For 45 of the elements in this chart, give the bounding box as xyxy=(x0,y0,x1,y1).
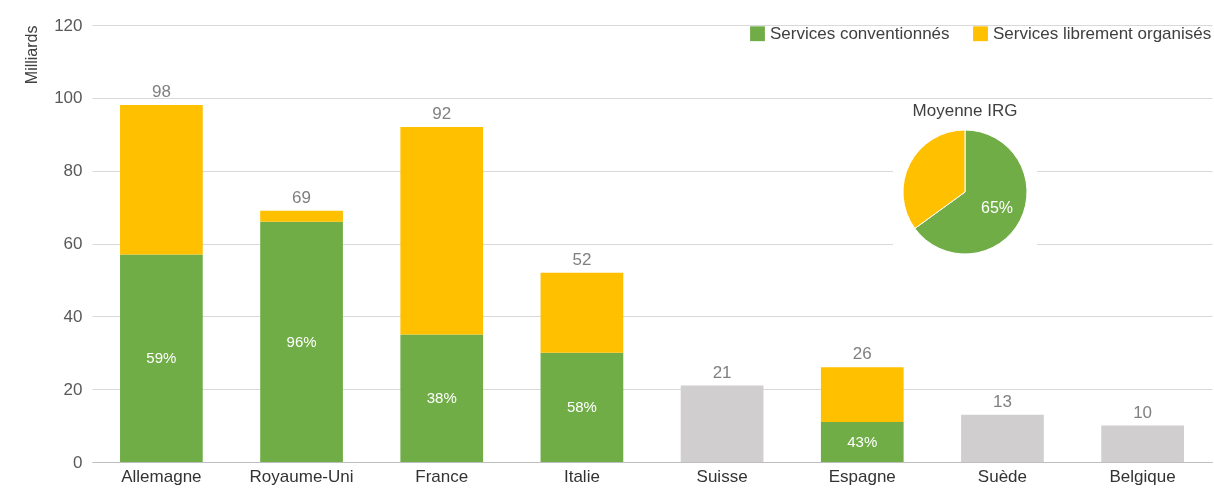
y-tick-label: 80 xyxy=(63,161,83,181)
x-tick-label: Allemagne xyxy=(121,466,202,486)
x-tick-label: Espagne xyxy=(828,466,896,486)
x-tick-label: Belgique xyxy=(1109,466,1176,486)
x-tick-label: Suisse xyxy=(696,466,748,486)
bar xyxy=(400,334,484,462)
annotation: 59% xyxy=(146,349,177,367)
bar xyxy=(540,352,624,462)
total-label: 92 xyxy=(432,103,452,123)
chart-title: Moyenne IRG xyxy=(912,101,1018,120)
bar xyxy=(961,414,1044,462)
total-label: 52 xyxy=(572,249,592,269)
bar xyxy=(820,421,904,462)
total-label: 26 xyxy=(852,344,872,364)
bar xyxy=(260,221,343,462)
total-label: 98 xyxy=(151,82,171,102)
annotation: 38% xyxy=(426,389,457,407)
bar xyxy=(820,367,904,422)
y-tick-label: 60 xyxy=(63,234,83,253)
bar xyxy=(120,254,203,462)
bar xyxy=(260,210,343,222)
total-label: 21 xyxy=(712,362,732,382)
x-tick-label: France xyxy=(415,466,469,486)
legend-label: Services librement organisés xyxy=(993,23,1212,43)
bar xyxy=(540,272,624,353)
total-label: 10 xyxy=(1133,402,1153,422)
y-tick-label: 20 xyxy=(63,379,83,399)
annotation: 43% xyxy=(847,432,878,450)
total-label: 69 xyxy=(292,187,312,207)
x-tick-label: Suède xyxy=(977,466,1028,486)
y-tick-label: 100 xyxy=(54,88,83,108)
y-axis-title: Milliards xyxy=(23,25,41,85)
y-tick-label: 120 xyxy=(54,15,83,35)
data-label: 65% xyxy=(981,199,1014,217)
x-tick-label: Royaume-Uni xyxy=(249,466,354,486)
legend-label: Services conventionnés xyxy=(770,23,950,43)
x-tick-label: Italie xyxy=(563,466,600,486)
annotation: 96% xyxy=(286,332,317,350)
bar xyxy=(1101,425,1184,462)
bar xyxy=(120,105,203,255)
y-tick-label: 40 xyxy=(63,306,83,326)
total-label: 13 xyxy=(992,391,1012,411)
annotation: 58% xyxy=(566,398,597,416)
bar xyxy=(400,126,484,335)
y-tick-label: 0 xyxy=(73,452,83,472)
